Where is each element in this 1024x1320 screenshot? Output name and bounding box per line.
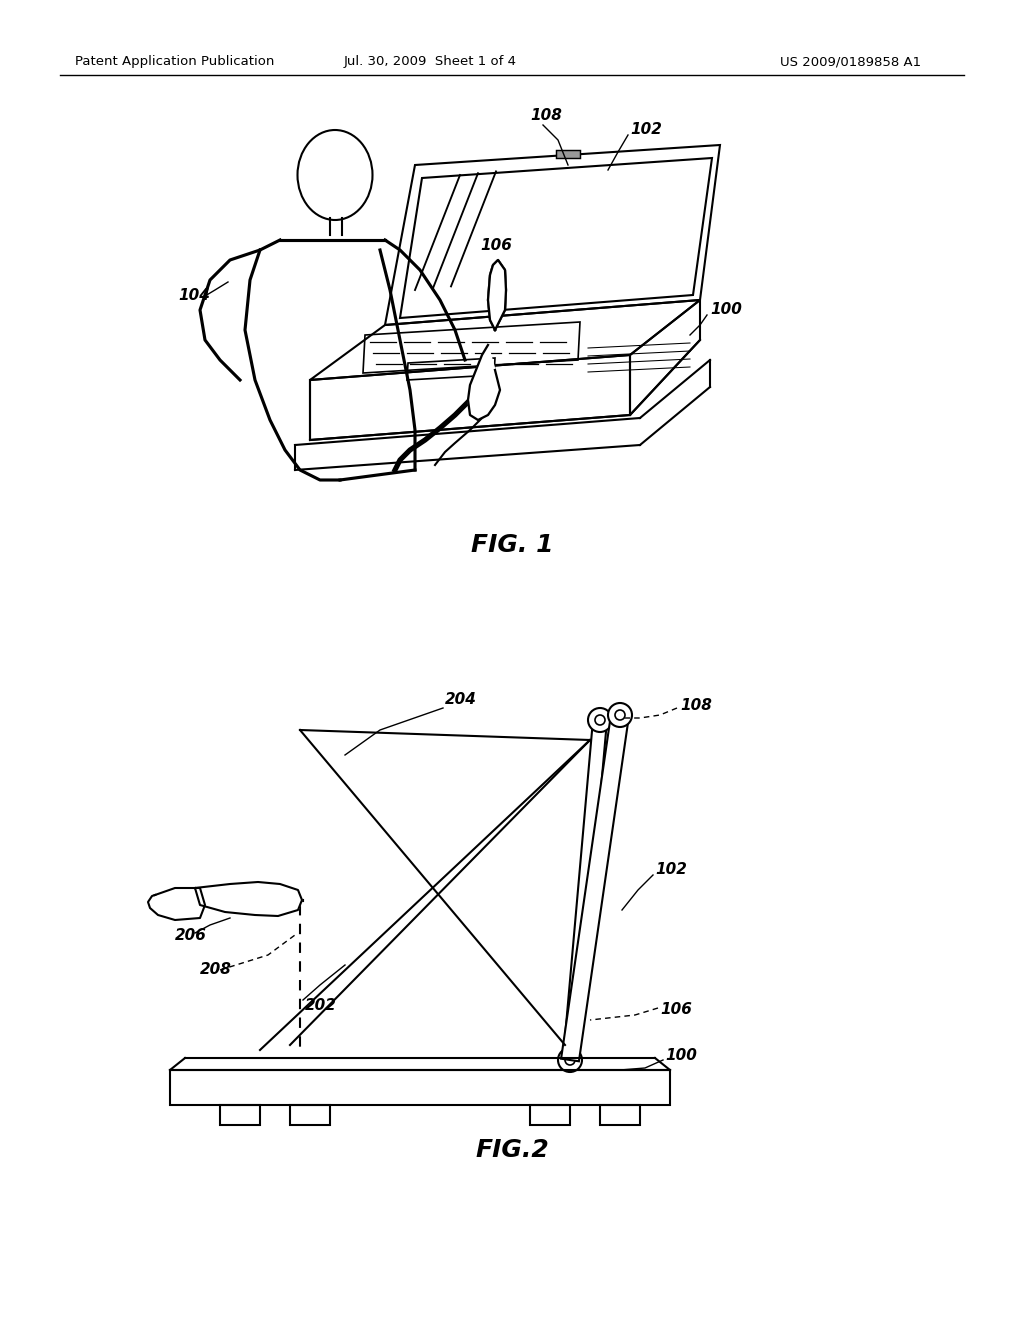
Text: FIG. 1: FIG. 1 <box>471 533 553 557</box>
Polygon shape <box>561 714 629 1061</box>
Text: 108: 108 <box>680 697 712 713</box>
Text: 106: 106 <box>480 238 512 252</box>
Polygon shape <box>195 882 302 916</box>
Polygon shape <box>488 260 506 330</box>
Text: 206: 206 <box>175 928 207 942</box>
Text: US 2009/0189858 A1: US 2009/0189858 A1 <box>780 55 922 69</box>
Text: 102: 102 <box>630 123 662 137</box>
Circle shape <box>588 708 612 733</box>
Polygon shape <box>148 888 205 920</box>
Text: 100: 100 <box>665 1048 697 1063</box>
Bar <box>555 150 580 158</box>
Text: 204: 204 <box>445 693 477 708</box>
Text: Jul. 30, 2009  Sheet 1 of 4: Jul. 30, 2009 Sheet 1 of 4 <box>343 55 516 69</box>
Text: 108: 108 <box>530 107 562 123</box>
Text: FIG.2: FIG.2 <box>475 1138 549 1162</box>
Text: 106: 106 <box>660 1002 692 1018</box>
Text: 104: 104 <box>178 288 210 302</box>
Polygon shape <box>563 719 607 1060</box>
Text: 102: 102 <box>655 862 687 878</box>
Circle shape <box>558 1048 582 1072</box>
Circle shape <box>608 704 632 727</box>
Text: 100: 100 <box>710 302 741 318</box>
Polygon shape <box>468 345 500 420</box>
Text: Patent Application Publication: Patent Application Publication <box>75 55 274 69</box>
Text: 208: 208 <box>200 962 231 978</box>
Text: 202: 202 <box>305 998 337 1012</box>
